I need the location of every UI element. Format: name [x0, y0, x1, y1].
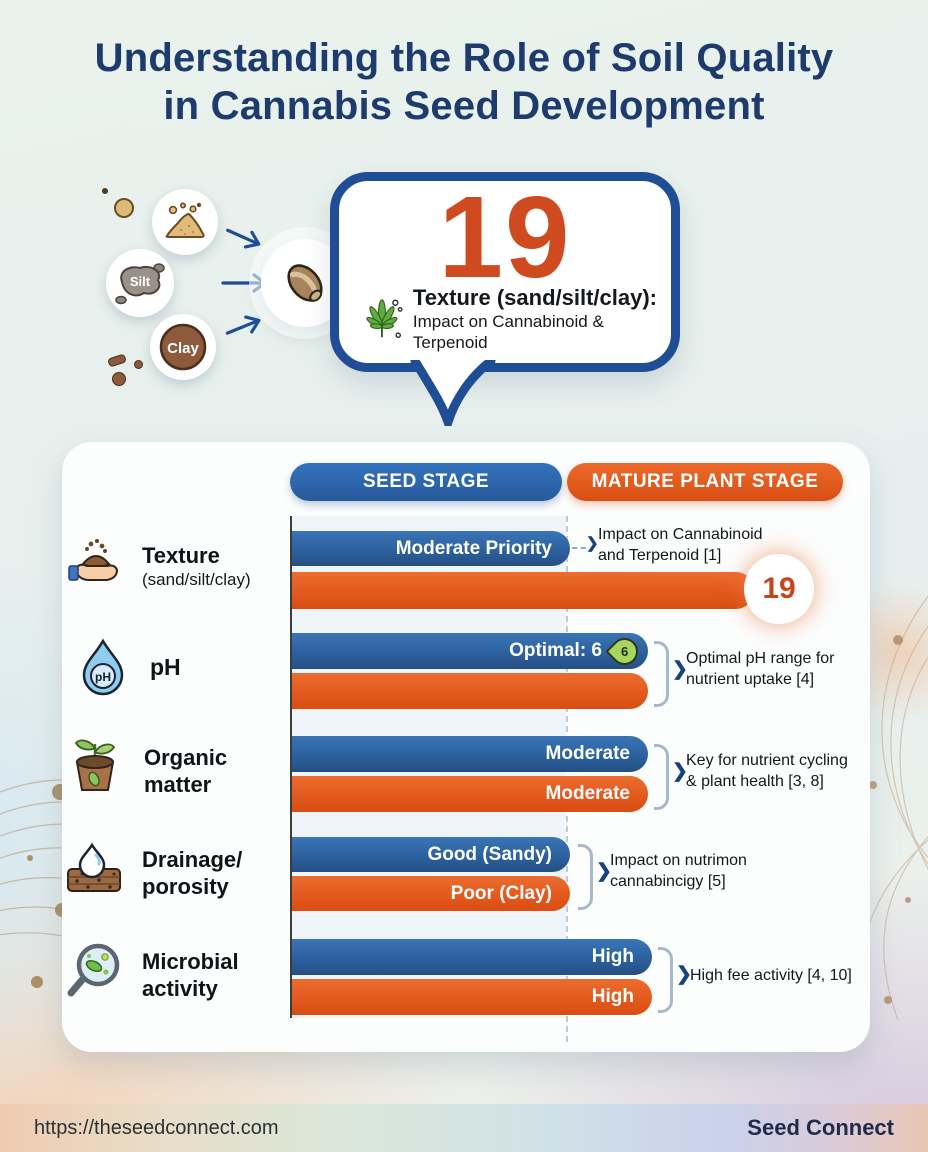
row-label-organic-line1: Organic	[144, 745, 228, 770]
microbial-bracket	[658, 947, 673, 1013]
row-sublabel-texture: (sand/silt/clay)	[142, 570, 251, 589]
hand-soil-icon	[68, 538, 119, 581]
silt-icon: Silt	[115, 263, 165, 305]
sand-circle	[152, 189, 218, 255]
row-label-microbial-line2: activity	[142, 976, 218, 1001]
annotation-texture-line1: Impact on Cannabinoid	[598, 526, 763, 543]
annotation-organic-line1: Key for nutrient cycling	[686, 752, 848, 769]
bar-texture-mature	[292, 572, 754, 609]
microbial-magnifier-icon	[67, 943, 120, 997]
sand-dot-small	[102, 188, 108, 194]
annotation-texture-line2: and Terpenoid [1]	[598, 547, 722, 564]
svg-text:pH: pH	[95, 670, 111, 684]
silt-label: Silt	[130, 274, 151, 289]
arrow-sand-icon	[226, 228, 261, 249]
callout-bubble: 19 Texture (sand/silt/clay):	[330, 172, 680, 372]
callout-heading: Texture (sand/silt/clay):	[412, 285, 657, 310]
row-label-drainage-line2: porosity	[142, 874, 229, 899]
ph-value-badge: 6	[605, 631, 644, 671]
page-title-line1: Understanding the Role of Soil Quality	[94, 36, 834, 80]
sand-dot	[114, 198, 134, 218]
texture-score-badge: 19	[748, 558, 810, 620]
texture-chevron-icon: ❯	[586, 535, 599, 552]
row-label-drainage-line1: Drainage/	[142, 847, 243, 872]
ph-chevron-icon: ❯	[672, 659, 688, 680]
organic-matter-icon	[74, 739, 116, 791]
clay-icon: Clay	[159, 323, 207, 371]
ph-bracket	[654, 641, 669, 707]
arrow-clay-icon	[225, 315, 261, 335]
drainage-chevron-icon: ❯	[596, 861, 612, 882]
page-title-line2: in Cannabis Seed Development	[163, 84, 765, 128]
bar-ph-seed-label: Optimal: 6	[509, 640, 602, 661]
callout-subheading: Impact on Cannabinoid & Terpenoid	[412, 312, 604, 352]
bar-microbial-seed: High	[292, 939, 652, 975]
chart-axis-line	[290, 516, 292, 1018]
callout-number: 19	[438, 172, 572, 302]
bar-drainage-mature: Poor (Clay)	[292, 876, 570, 911]
footer-brand: Seed Connect	[747, 1115, 894, 1140]
footer-band: https://theseedconnect.com Seed Connect	[0, 1104, 928, 1152]
annotation-drainage-line2: cannabincigy [5]	[610, 873, 726, 890]
legend-seed-stage: SEED STAGE	[290, 463, 562, 501]
sand-icon	[165, 202, 205, 238]
annotation-microbial-line1: High fee activity [4, 10]	[690, 967, 852, 984]
footer-url[interactable]: https://theseedconnect.com	[34, 1117, 279, 1139]
clay-circle: Clay	[150, 314, 216, 380]
cannabis-seed-icon	[287, 264, 323, 302]
organic-bracket	[654, 744, 669, 810]
bar-ph-seed: Optimal: 6 6	[292, 631, 648, 671]
cannabis-leaf-icon	[366, 299, 403, 339]
bar-microbial-mature: High	[292, 979, 652, 1015]
bar-organic-seed: Moderate	[292, 736, 648, 772]
clay-dot-small	[134, 360, 143, 369]
row-label-ph: pH	[150, 654, 181, 680]
ph-drop-icon: pH	[82, 638, 124, 696]
bar-drainage-seed: Good (Sandy)	[292, 837, 570, 872]
annotation-ph-line1: Optimal pH range for	[686, 650, 835, 667]
row-label-texture: Texture	[142, 543, 220, 568]
microbial-chevron-icon: ❯	[676, 964, 692, 985]
bar-texture-seed: Moderate Priority	[292, 531, 570, 566]
bar-ph-mature	[292, 673, 648, 709]
silt-circle: Silt	[106, 249, 174, 317]
annotation-organic-line2: & plant health [3, 8]	[686, 773, 824, 790]
drainage-icon	[67, 842, 121, 892]
organic-chevron-icon: ❯	[672, 761, 688, 782]
bar-organic-mature: Moderate	[292, 776, 648, 812]
legend-mature-plant-stage: MATURE PLANT STAGE	[567, 463, 843, 501]
page-title: Understanding the Role of Soil Quality i…	[0, 34, 928, 130]
bubble-tail	[410, 360, 496, 426]
annotation-drainage-line1: Impact on nutrimon	[610, 852, 747, 869]
texture-connector-dash	[572, 547, 586, 549]
clay-bit	[107, 353, 127, 368]
clay-dot	[112, 372, 126, 386]
row-label-organic-line2: matter	[144, 772, 212, 797]
clay-label: Clay	[167, 340, 199, 357]
annotation-ph-line2: nutrient uptake [4]	[686, 671, 815, 688]
row-label-microbial-line1: Microbial	[142, 949, 239, 974]
drainage-bracket	[578, 844, 593, 910]
